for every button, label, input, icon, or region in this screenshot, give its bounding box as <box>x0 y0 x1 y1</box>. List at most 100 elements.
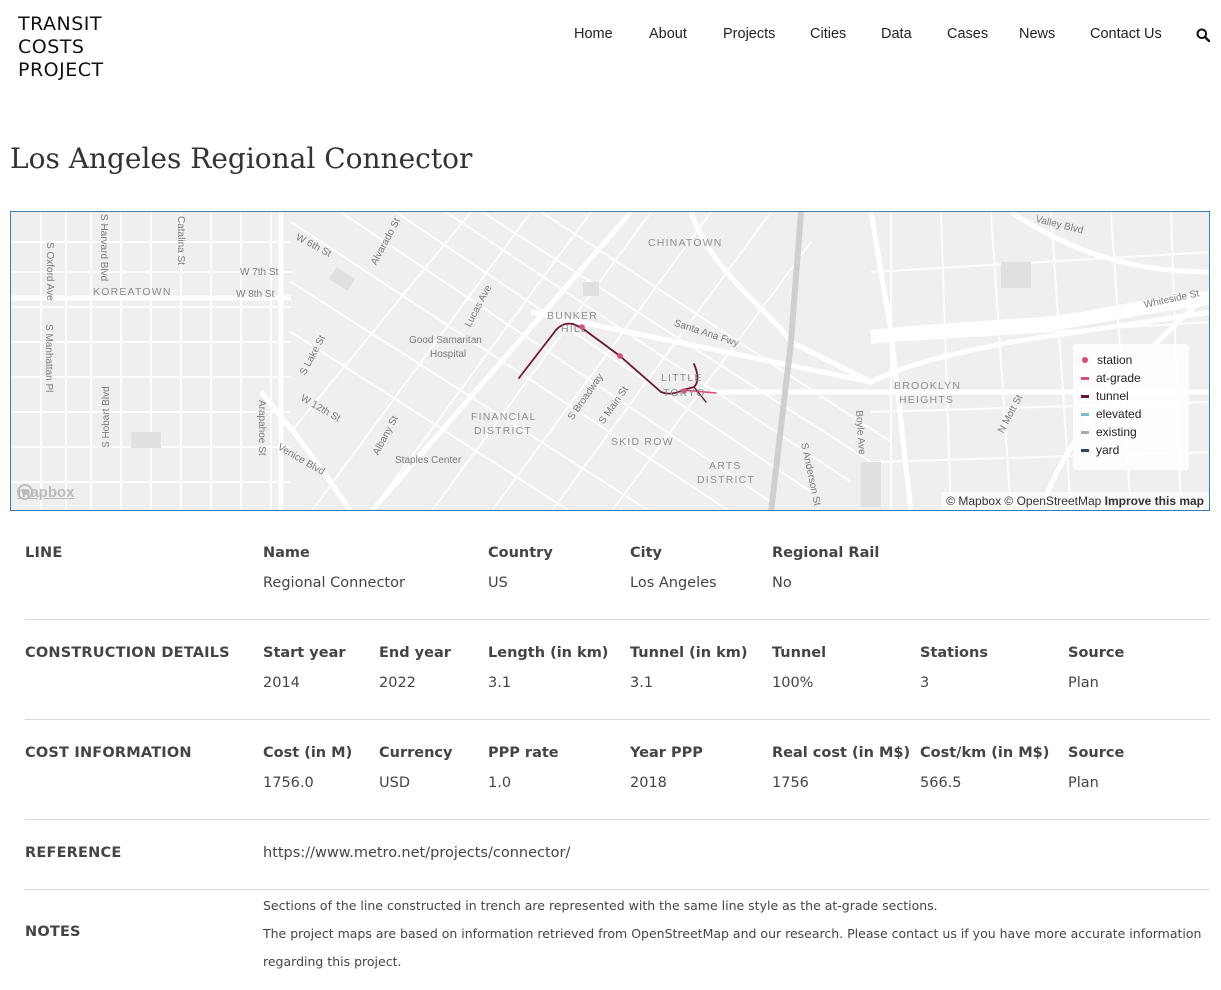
field-label: Tunnel <box>772 645 827 661</box>
map-label-area: TOKYO <box>663 387 706 399</box>
field-label: Real cost (in M$) <box>772 745 911 761</box>
legend-item-tunnel: tunnel <box>1081 387 1189 405</box>
nav-cases[interactable]: Cases <box>947 26 989 42</box>
map-label-area: DISTRICT <box>697 474 756 486</box>
note-text: Sections of the line constructed in tren… <box>263 898 938 913</box>
section-reference: REFERENCE https://www.metro.net/projects… <box>25 820 1210 890</box>
field-value: Plan <box>1068 775 1099 791</box>
field-value: 566.5 <box>920 775 962 791</box>
note-text: The project maps are based on informatio… <box>263 926 1202 969</box>
map-label-area: KOREATOWN <box>93 286 172 298</box>
field-value: 3.1 <box>488 675 512 691</box>
field-value: 1756 <box>772 775 809 791</box>
map-label-area: SKID ROW <box>611 436 674 448</box>
field-label: Currency <box>379 745 453 761</box>
legend-swatch <box>1081 376 1089 380</box>
map-legend: station at-grade tunnel elevated existin… <box>1073 344 1189 470</box>
legend-swatch <box>1081 394 1089 398</box>
section-cost-information: COST INFORMATION Cost (in M) 1756.0 Curr… <box>25 720 1210 820</box>
field-label: Source <box>1068 745 1125 761</box>
field-label: Regional Rail <box>772 545 880 561</box>
field-value: USD <box>379 775 410 791</box>
section-heading: NOTES <box>25 924 81 940</box>
field-label: Length (in km) <box>488 645 609 661</box>
field-value: Plan <box>1068 675 1099 691</box>
legend-item-existing: existing <box>1081 423 1189 441</box>
legend-item-at-grade: at-grade <box>1081 369 1189 387</box>
field-value: 1756.0 <box>263 775 314 791</box>
map-label-street: Hospital <box>430 349 467 360</box>
map-label-area: BROOKLYN <box>894 380 962 392</box>
field-value: 2014 <box>263 675 300 691</box>
legend-label: elevated <box>1096 407 1142 421</box>
mapbox-icon <box>17 484 33 500</box>
legend-item-yard: yard <box>1081 441 1189 459</box>
field-label: PPP rate <box>488 745 559 761</box>
improve-map-link[interactable]: Improve this map <box>1104 494 1204 508</box>
section-construction-details: CONSTRUCTION DETAILS Start year 2014 End… <box>25 620 1210 720</box>
map-label-area: LITTLE <box>661 372 703 384</box>
legend-swatch <box>1081 448 1089 452</box>
search-icon[interactable] <box>1196 28 1211 43</box>
section-heading: CONSTRUCTION DETAILS <box>25 645 230 661</box>
field-value: No <box>772 575 792 591</box>
map-label-street: Staples Center <box>395 455 462 466</box>
field-label: Year PPP <box>630 745 703 761</box>
section-line: LINE Name Regional Connector Country US … <box>25 520 1210 620</box>
legend-label: at-grade <box>1096 371 1141 385</box>
map-label-area: ARTS <box>709 460 742 472</box>
map-label-area: HEIGHTS <box>899 394 955 406</box>
map-label-street: S Hobart Blvd <box>101 386 112 448</box>
map-label-area: CHINATOWN <box>648 237 723 249</box>
nav-home[interactable]: Home <box>574 26 613 42</box>
page-title: Los Angeles Regional Connector <box>10 142 473 175</box>
map-label-area: FINANCIAL <box>471 411 537 423</box>
reference-link[interactable]: https://www.metro.net/projects/connector… <box>263 845 571 861</box>
section-heading: LINE <box>25 545 63 561</box>
field-label: City <box>630 545 662 561</box>
map-label-street: W 8th St <box>236 289 275 300</box>
map-label-street: S Manhattan Pl <box>43 324 54 393</box>
legend-label: existing <box>1096 425 1137 439</box>
field-value: Los Angeles <box>630 575 717 591</box>
map-label-street: Catalina St <box>175 216 186 265</box>
map-label-street: W 7th St <box>240 267 279 278</box>
field-value: 3 <box>920 675 930 691</box>
field-value: Regional Connector <box>263 575 405 591</box>
field-value: 100% <box>772 675 814 691</box>
field-label: Cost (in M) <box>263 745 353 761</box>
section-heading: COST INFORMATION <box>25 745 192 761</box>
field-label: Cost/km (in M$) <box>920 745 1050 761</box>
mapbox-logo[interactable]: mapbox <box>17 484 75 501</box>
site-logo[interactable]: TRANSIT COSTS PROJECT <box>18 13 104 82</box>
logo-line: TRANSIT <box>18 13 103 35</box>
map-label-area: DISTRICT <box>474 425 533 437</box>
nav-contact-us[interactable]: Contact Us <box>1090 26 1162 42</box>
field-value: 3.1 <box>630 675 654 691</box>
legend-label: tunnel <box>1096 389 1129 403</box>
field-label: End year <box>379 645 451 661</box>
project-map[interactable]: KOREATOWN CHINATOWN BUNKER HILL LITTLE T… <box>10 211 1210 511</box>
section-notes: NOTES Sections of the line constructed i… <box>25 890 1210 990</box>
map-label-street: S Harvard Blvd <box>98 214 109 282</box>
map-label-street: Good Samaritan <box>409 335 482 346</box>
map-basemap <box>11 212 1209 510</box>
nav-cities[interactable]: Cities <box>810 26 847 42</box>
nav-news[interactable]: News <box>1019 26 1056 42</box>
attribution-text[interactable]: © Mapbox © OpenStreetMap <box>946 494 1102 508</box>
field-value: US <box>488 575 508 591</box>
field-label: Country <box>488 545 553 561</box>
legend-label: yard <box>1096 443 1120 457</box>
legend-item-elevated: elevated <box>1081 405 1189 423</box>
nav-about[interactable]: About <box>649 26 687 42</box>
field-label: Source <box>1068 645 1125 661</box>
nav-projects[interactable]: Projects <box>723 26 776 42</box>
map-attribution: © Mapbox © OpenStreetMap Improve this ma… <box>941 492 1209 510</box>
map-label-area: BUNKER <box>547 310 598 322</box>
legend-swatch <box>1081 412 1089 416</box>
map-label-street: Arapahoe St <box>256 400 267 456</box>
legend-swatch <box>1082 357 1088 363</box>
main-nav: Home About Projects Cities Data Cases Ne… <box>0 26 1221 48</box>
field-label: Start year <box>263 645 346 661</box>
nav-data[interactable]: Data <box>881 26 912 42</box>
